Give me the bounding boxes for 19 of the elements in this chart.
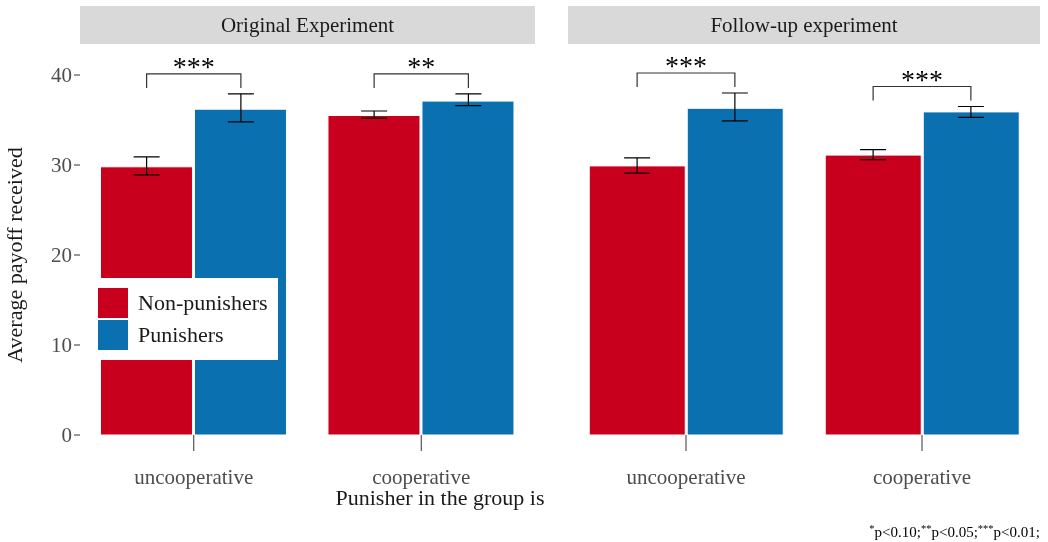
x-tick-label: uncooperative bbox=[134, 464, 254, 489]
y-tick-label: 30 bbox=[51, 153, 72, 178]
x-tick-label: cooperative bbox=[873, 464, 971, 489]
annotation: *** bbox=[665, 50, 707, 81]
y-tick-label: 20 bbox=[51, 243, 72, 268]
y-axis-title: Average payoff received bbox=[2, 147, 27, 363]
annotation: ** bbox=[407, 50, 436, 82]
x-tick-label: uncooperative bbox=[626, 464, 746, 489]
annotation: *** bbox=[901, 63, 943, 95]
y-tick-label: 0 bbox=[61, 423, 72, 448]
legend-label: Punishers bbox=[138, 322, 224, 348]
x-tick-label: cooperative bbox=[372, 464, 471, 489]
chart-title: Follow-up experiment bbox=[568, 6, 1040, 44]
annotation: *** bbox=[172, 50, 215, 82]
y-tick-label: 40 bbox=[51, 63, 72, 88]
text: $^{*}$p<0.10;$^{**}$p<0.05;$^{***}$p<0.01; bbox=[869, 522, 1040, 540]
y-tick-label: 10 bbox=[51, 333, 72, 358]
chart-title: Original Experiment bbox=[80, 6, 535, 44]
legend-label: Non-punishers bbox=[138, 290, 268, 316]
